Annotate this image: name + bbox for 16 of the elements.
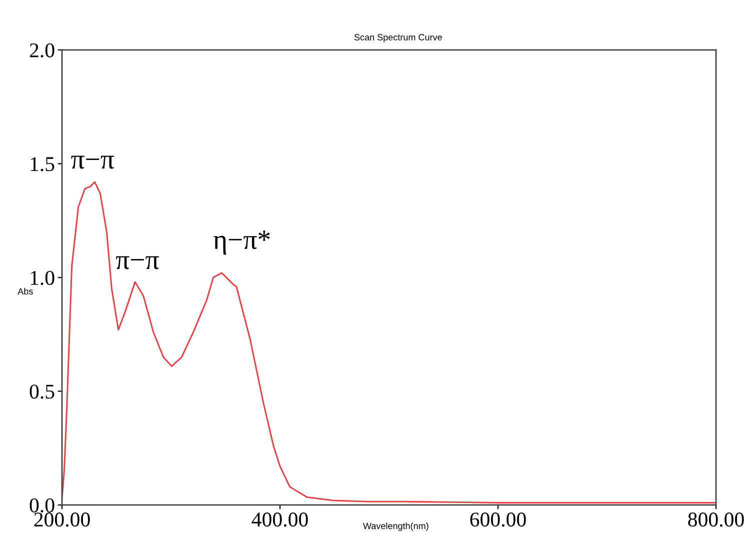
x-axis-title: Wavelength(nm) [363,522,428,531]
y-tick-label: 0.0 [30,498,54,513]
y-tick-label: 0.5 [30,384,54,399]
y-tick-label: 1.0 [30,270,54,285]
annotation: π−π [116,256,159,270]
chart-title: Scan Spectrum Curve [354,34,442,42]
y-axis-title: Abs [18,288,33,295]
annotation: η−π* [213,230,270,255]
annotation: π−π [71,156,114,169]
x-tick-label: 400.00 [252,512,308,527]
x-tick-label: 600.00 [470,512,526,527]
line-series [62,181,716,504]
x-tick-label: 200.00 [34,512,90,527]
x-tick-label: 800.00 [688,512,744,527]
y-tick-label: 2.0 [30,43,54,58]
y-tick-label: 1.5 [30,157,54,172]
